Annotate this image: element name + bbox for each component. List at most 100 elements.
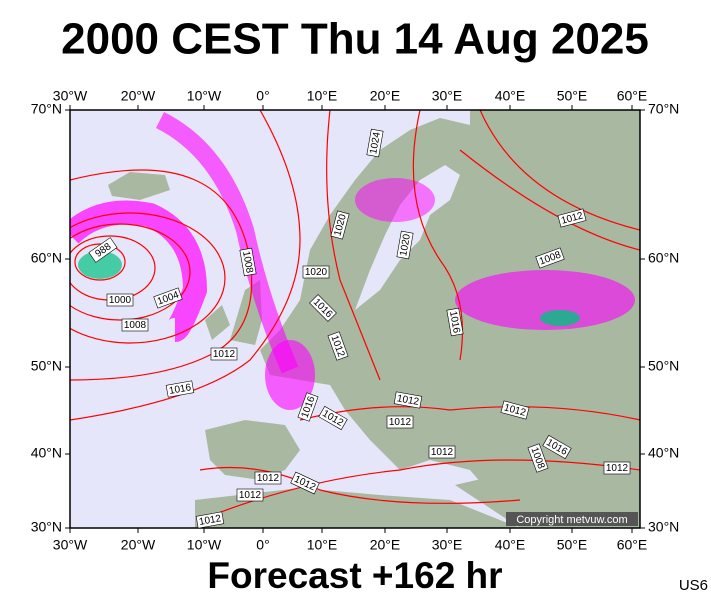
lat-label: 60°N <box>648 250 679 266</box>
isobar-label-box <box>542 434 572 460</box>
isobar-label-text: 1012 <box>239 490 262 501</box>
lon-label: 30°W <box>53 88 88 104</box>
isobar-label-text: 1000 <box>109 295 132 306</box>
isobar-label: 1012 <box>603 461 631 475</box>
isobar-label-box <box>393 391 423 409</box>
isobar-label: 1024 <box>366 128 384 158</box>
lat-label: 30°N <box>31 519 62 535</box>
land-iberia <box>205 420 300 480</box>
isobar-label-box <box>396 230 414 260</box>
lon-label: 40°E <box>495 537 526 553</box>
isobar-label-box <box>290 471 320 495</box>
lon-label: 30°W <box>53 537 88 553</box>
isobar-label-text: 1012 <box>257 473 280 484</box>
isobar-label-box <box>254 471 282 485</box>
isobar-label: 1012 <box>500 400 530 420</box>
isobar-label-text: 1024 <box>368 131 383 155</box>
isobar-label: 1012 <box>428 445 456 459</box>
isobar-label-box <box>236 488 264 502</box>
isobar-label: 1012 <box>557 208 587 228</box>
isobar-label-box <box>121 318 149 332</box>
precipitation <box>455 270 635 330</box>
isobar-label-text: 1020 <box>398 233 413 257</box>
isobar-label: 1008 <box>121 318 149 332</box>
lon-label: 60°E <box>617 88 648 104</box>
isobar-label-box <box>195 511 225 529</box>
precipitation <box>355 178 435 222</box>
isobar-label: 1020 <box>302 265 330 279</box>
land-ireland <box>205 305 230 340</box>
lat-label: 30°N <box>648 519 679 535</box>
isobar-label-box <box>366 128 384 158</box>
land-africa <box>195 488 520 528</box>
precipitation <box>265 340 315 410</box>
isobar-label: 1012 <box>195 511 225 529</box>
lon-label: 60°E <box>617 537 648 553</box>
isobar-label-box <box>165 380 195 398</box>
isobar-label-text: 1020 <box>305 267 328 278</box>
isobar-label-box <box>603 461 631 475</box>
lon-label: 0° <box>256 537 269 553</box>
lon-label: 20°E <box>370 537 401 553</box>
isobar-label-box <box>500 400 530 420</box>
isobar-label: 1012 <box>254 471 282 485</box>
isobar-label: 1016 <box>446 307 464 337</box>
lon-label: 0° <box>256 88 269 104</box>
isobar-label-box <box>210 347 238 361</box>
isobar-label-box <box>88 237 118 263</box>
lon-label: 20°W <box>121 537 156 553</box>
isobar-label-box <box>302 265 330 279</box>
land-middle-east <box>455 460 640 528</box>
isobar-label-text: 1012 <box>389 417 412 428</box>
isobar-label-box <box>327 331 349 361</box>
isobars <box>70 110 640 521</box>
isobar-label: 1012 <box>210 347 238 361</box>
lon-label: 10°W <box>187 88 222 104</box>
isobar-label-box <box>386 415 414 429</box>
isobar-label-box <box>535 247 565 269</box>
lat-label: 70°N <box>648 101 679 117</box>
copyright: Copyright metvuw.com <box>516 514 627 526</box>
isobar-label: 1020 <box>396 230 414 260</box>
precipitation-core <box>78 251 122 279</box>
isobar-label-box <box>527 443 549 473</box>
lon-label: 50°E <box>557 537 588 553</box>
isobar-label: 1012 <box>386 415 414 429</box>
lat-label: 70°N <box>31 101 62 117</box>
map-border <box>69 109 641 529</box>
lat-label: 40°N <box>31 445 62 461</box>
isobar-label-text: 1016 <box>168 382 192 397</box>
lon-label: 10°E <box>307 537 338 553</box>
copyright-box <box>506 512 638 526</box>
lon-label: 40°E <box>495 88 526 104</box>
isobar-label-box <box>557 208 587 228</box>
lon-label: 30°E <box>432 537 463 553</box>
lat-label: 60°N <box>31 250 62 266</box>
isobar-label-text: 1016 <box>447 310 462 334</box>
precipitation-core <box>540 310 580 326</box>
isobar-label-text: 1012 <box>396 393 420 408</box>
isobar-label: 1016 <box>165 380 195 398</box>
lon-label: 10°E <box>307 88 338 104</box>
isobar-label-box <box>318 405 348 431</box>
isobar-label-box <box>106 293 134 307</box>
isobar-label: 1008 <box>239 247 257 277</box>
precipitation <box>155 111 299 374</box>
lat-label: 50°N <box>31 358 62 374</box>
isobar-label-text: 1012 <box>606 463 629 474</box>
isobar-label: 1020 <box>330 210 350 240</box>
isobar-label-box <box>446 307 464 337</box>
title: 2000 CEST Thu 14 Aug 2025 <box>61 15 649 64</box>
isobar-label-text: 1012 <box>198 513 222 528</box>
isobar-label: 1012 <box>236 488 264 502</box>
isobar-label-box <box>153 287 183 309</box>
lat-label: 40°N <box>648 445 679 461</box>
lon-label: 20°W <box>121 88 156 104</box>
isobar-label-text: 1008 <box>124 320 147 331</box>
lon-label: 20°E <box>370 88 401 104</box>
isobar-label-box <box>428 445 456 459</box>
lon-label: 10°W <box>187 537 222 553</box>
isobar-label-text: 1012 <box>213 349 236 360</box>
isobar-label-text: 1008 <box>240 250 255 274</box>
